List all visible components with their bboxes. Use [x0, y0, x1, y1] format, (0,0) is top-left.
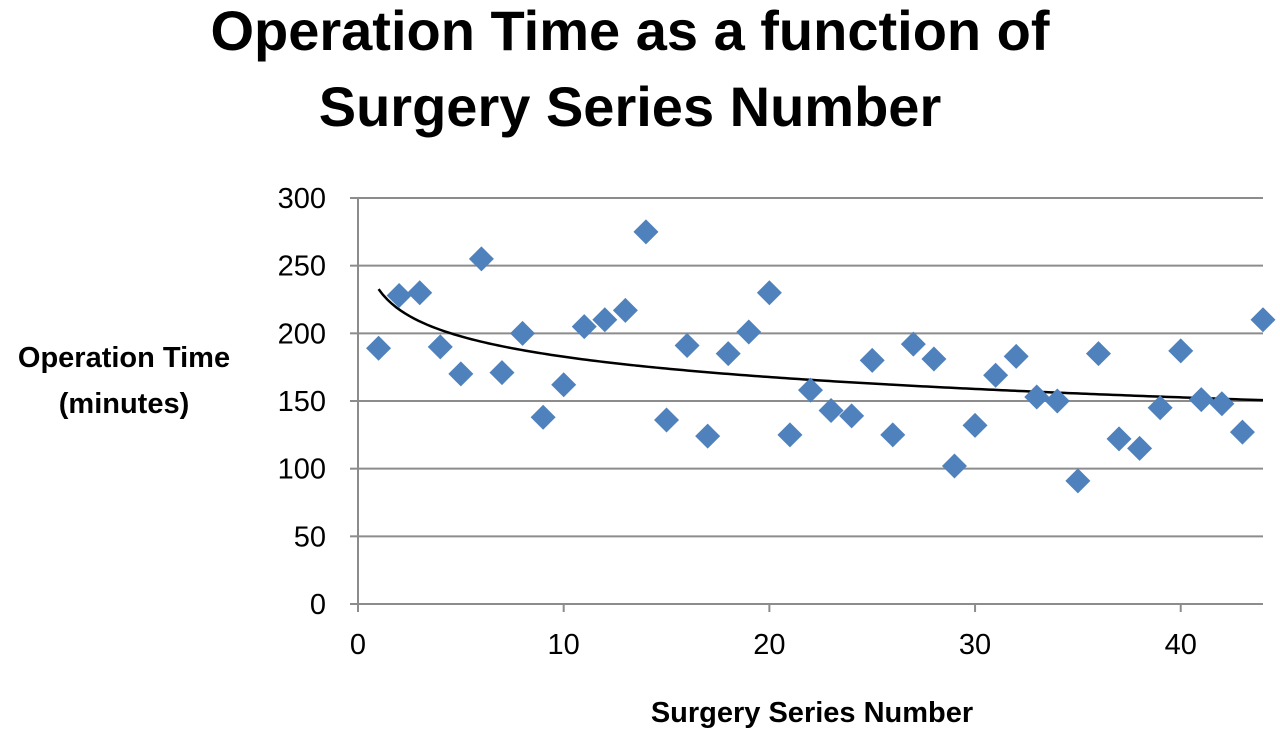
data-point-43 [1229, 419, 1255, 445]
x-tick-label-40: 40 [1165, 629, 1197, 661]
data-point-6 [468, 246, 494, 272]
data-point-40 [1168, 338, 1194, 364]
y-tick-label-50: 50 [294, 521, 326, 553]
data-point-22 [798, 377, 823, 403]
y-tick-label-300: 300 [278, 183, 326, 215]
data-point-16 [674, 333, 700, 359]
data-point-36 [1085, 341, 1111, 367]
data-point-39 [1147, 395, 1173, 421]
data-point-30 [962, 412, 988, 438]
data-point-17 [695, 423, 721, 449]
data-point-20 [756, 280, 782, 306]
data-point-5 [448, 361, 474, 387]
data-point-14 [633, 219, 659, 245]
data-point-25 [859, 347, 885, 373]
data-point-26 [880, 422, 906, 448]
y-tick-label-150: 150 [278, 386, 326, 418]
data-point-24 [839, 403, 865, 429]
data-point-28 [921, 346, 947, 372]
y-tick-label-100: 100 [278, 454, 326, 486]
trendline-group [377, 288, 1264, 402]
chart-title-line-2: Surgery Series Number [318, 75, 942, 138]
data-point-42 [1209, 391, 1235, 417]
data-point-9 [530, 404, 556, 430]
data-point-27 [900, 331, 926, 357]
data-points [366, 219, 1276, 494]
data-point-23 [818, 397, 844, 423]
data-point-3 [407, 280, 433, 306]
y-axis-title-line-2: (minutes) [59, 388, 190, 420]
data-point-10 [551, 372, 577, 398]
data-point-2 [386, 282, 412, 308]
axes [350, 197, 1263, 612]
y-tick-label-250: 250 [278, 251, 326, 283]
data-point-29 [941, 453, 967, 479]
grid-lines [358, 197, 1263, 538]
data-point-8 [510, 320, 536, 346]
data-point-15 [654, 407, 680, 433]
data-point-19 [736, 319, 762, 345]
data-point-7 [489, 360, 515, 386]
data-point-35 [1065, 468, 1091, 494]
chart-title-line-1: Operation Time as a function of [210, 0, 1050, 62]
trendline [377, 288, 1264, 402]
data-point-11 [571, 314, 597, 340]
data-point-4 [427, 334, 453, 360]
data-point-1 [366, 335, 392, 361]
data-point-38 [1127, 435, 1153, 461]
x-axis-title: Surgery Series Number [651, 697, 973, 729]
data-point-44 [1250, 307, 1276, 333]
data-point-37 [1106, 426, 1132, 452]
data-point-18 [715, 341, 741, 367]
data-point-13 [612, 297, 638, 323]
data-point-41 [1188, 387, 1214, 413]
x-tick-label-30: 30 [959, 629, 991, 661]
data-point-32 [1003, 343, 1029, 369]
data-point-12 [592, 307, 618, 333]
data-point-21 [777, 422, 803, 448]
data-point-34 [1044, 388, 1070, 414]
tick-labels: 0 50 100 150 200 250 300 0 10 20 30 40 [278, 183, 1197, 661]
x-tick-label-20: 20 [753, 629, 785, 661]
y-tick-label-200: 200 [278, 318, 326, 350]
x-tick-label-0: 0 [350, 629, 366, 661]
x-tick-label-10: 10 [548, 629, 580, 661]
y-axis-title-line-1: Operation Time [18, 342, 230, 374]
data-point-31 [983, 362, 1009, 388]
y-tick-label-0: 0 [310, 589, 326, 621]
data-point-33 [1024, 384, 1050, 410]
